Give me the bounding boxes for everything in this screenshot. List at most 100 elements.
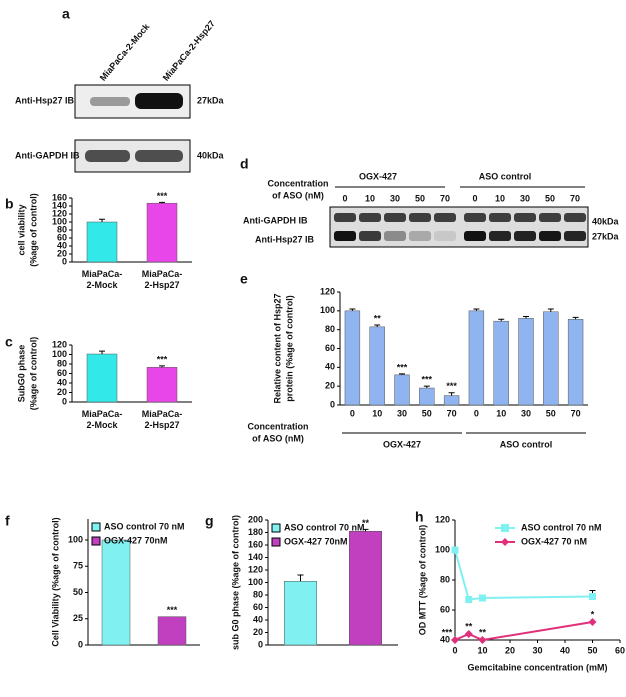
significance: ***: [157, 354, 168, 364]
significance: ***: [442, 627, 453, 637]
bar: [146, 202, 178, 263]
error-bar: [498, 318, 505, 322]
error-bar: [547, 308, 554, 312]
axis-title: Cell Viability (%age of control): [50, 517, 60, 646]
lane-label: 30: [390, 193, 400, 203]
marker: [589, 593, 596, 600]
bar: [146, 367, 178, 403]
axis-title: Concentration: [247, 421, 308, 431]
significance: ***: [167, 605, 178, 615]
legend-label: ASO control 70 nM: [284, 522, 365, 532]
bar: [344, 310, 361, 406]
y-tick-label: 0: [62, 256, 67, 266]
axis-title: of ASO (nM): [252, 433, 304, 443]
error-bar: [374, 324, 381, 327]
bar: [284, 581, 317, 646]
axis-title: Gemcitabine concentration (mM): [467, 662, 607, 672]
y-tick-label: 100: [320, 305, 335, 315]
legend-label: ASO control 70 nM: [521, 522, 602, 532]
panel-label: h: [415, 509, 424, 525]
significance: **: [479, 627, 487, 637]
band: [409, 231, 431, 241]
significance: ***: [446, 381, 457, 391]
lane-label: 10: [495, 193, 505, 203]
y-tick-label: 25: [73, 613, 83, 623]
error-bar: [99, 218, 105, 222]
legend-marker: [501, 538, 509, 546]
bar: [419, 387, 435, 406]
lane-label: MiaPaCa-2-Mock: [98, 21, 152, 83]
lane-label: 30: [520, 193, 530, 203]
y-tick-label: 200: [248, 514, 263, 524]
x-tick-label: 0: [350, 408, 355, 418]
y-tick-label: 120: [52, 339, 67, 349]
panel-label: b: [5, 196, 14, 212]
series-line: [454, 549, 593, 601]
y-tick-label: 140: [52, 200, 67, 210]
y-tick-label: 60: [57, 232, 67, 242]
x-tick-label: MiaPaCa-2-Hsp27: [142, 269, 183, 290]
marker: [479, 594, 486, 602]
error-bar: [423, 385, 430, 389]
marker: [588, 618, 597, 626]
marker: [451, 636, 459, 644]
bar: [394, 374, 410, 406]
error-bar: [399, 373, 405, 375]
band: [384, 231, 406, 241]
error-bar: [297, 574, 304, 582]
axis-title: (%age of control): [28, 337, 38, 411]
x-tick-label: MiaPaCa-2-Hsp27: [142, 409, 183, 430]
x-tick-label: MiaPaCa-2-Mock: [82, 269, 123, 290]
x-tick-label: 10: [496, 408, 506, 418]
significance: **: [362, 518, 370, 528]
y-tick-label: 100: [435, 544, 450, 554]
group-label: ASO control: [479, 171, 532, 181]
error-bar: [448, 392, 455, 396]
significance: **: [374, 313, 382, 323]
x-tick-label: 70: [447, 408, 457, 418]
group-label: OGX-427: [359, 171, 397, 181]
y-tick-label: 80: [325, 324, 335, 334]
y-tick-label: 0: [78, 639, 83, 649]
lane-label: 70: [570, 193, 580, 203]
x-tick-label: 50: [587, 645, 597, 655]
error-bar: [523, 315, 529, 319]
y-tick-label: 140: [248, 552, 263, 562]
error-bar: [572, 316, 579, 320]
axis-title: sub G0 phase (%age of control): [230, 515, 240, 650]
y-tick-label: 100: [52, 349, 67, 359]
error-bar: [473, 308, 480, 311]
lane-label: MiaPaCa-2-Hsp27: [161, 19, 217, 83]
bar: [543, 311, 559, 406]
significance: *: [591, 609, 595, 619]
legend-swatch: [91, 536, 101, 546]
y-tick-label: 50: [73, 587, 83, 597]
y-tick-label: 0: [330, 399, 335, 409]
x-tick-label: 50: [422, 408, 432, 418]
axis-title: SubG0 phase: [16, 345, 26, 403]
x-tick-label: 50: [546, 408, 556, 418]
y-tick-label: 160: [52, 192, 67, 202]
series-line: [454, 621, 593, 642]
y-tick-label: 120: [248, 564, 263, 574]
y-tick-label: 20: [57, 248, 67, 258]
y-tick-label: 60: [325, 343, 335, 353]
x-tick-label: 60: [615, 645, 625, 655]
legend-swatch: [91, 522, 101, 532]
axis-title: protein (%age of control): [284, 295, 294, 402]
x-tick-label: 20: [505, 645, 515, 655]
bar: [157, 616, 187, 646]
x-tick-label: 0: [474, 408, 479, 418]
band: [384, 213, 406, 222]
band: [90, 97, 130, 106]
y-tick-label: 80: [57, 358, 67, 368]
size-label: 40kDa: [592, 216, 620, 226]
band: [489, 231, 511, 241]
y-tick-label: 160: [248, 539, 263, 549]
axis-title: (%age of control): [28, 193, 38, 267]
x-tick-label: 10: [372, 408, 382, 418]
significance: ***: [397, 362, 408, 372]
y-tick-label: 80: [440, 574, 450, 584]
y-tick-label: 100: [52, 216, 67, 226]
bar: [101, 539, 131, 646]
